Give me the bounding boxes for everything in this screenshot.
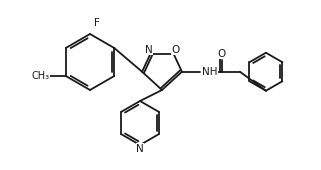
Text: O: O: [171, 45, 179, 55]
Text: O: O: [35, 71, 43, 81]
Text: F: F: [94, 18, 100, 28]
Text: NH: NH: [202, 67, 217, 77]
Text: O: O: [218, 49, 226, 59]
Text: CH₃: CH₃: [32, 71, 50, 81]
Text: N: N: [136, 144, 144, 154]
Text: N: N: [145, 45, 152, 55]
